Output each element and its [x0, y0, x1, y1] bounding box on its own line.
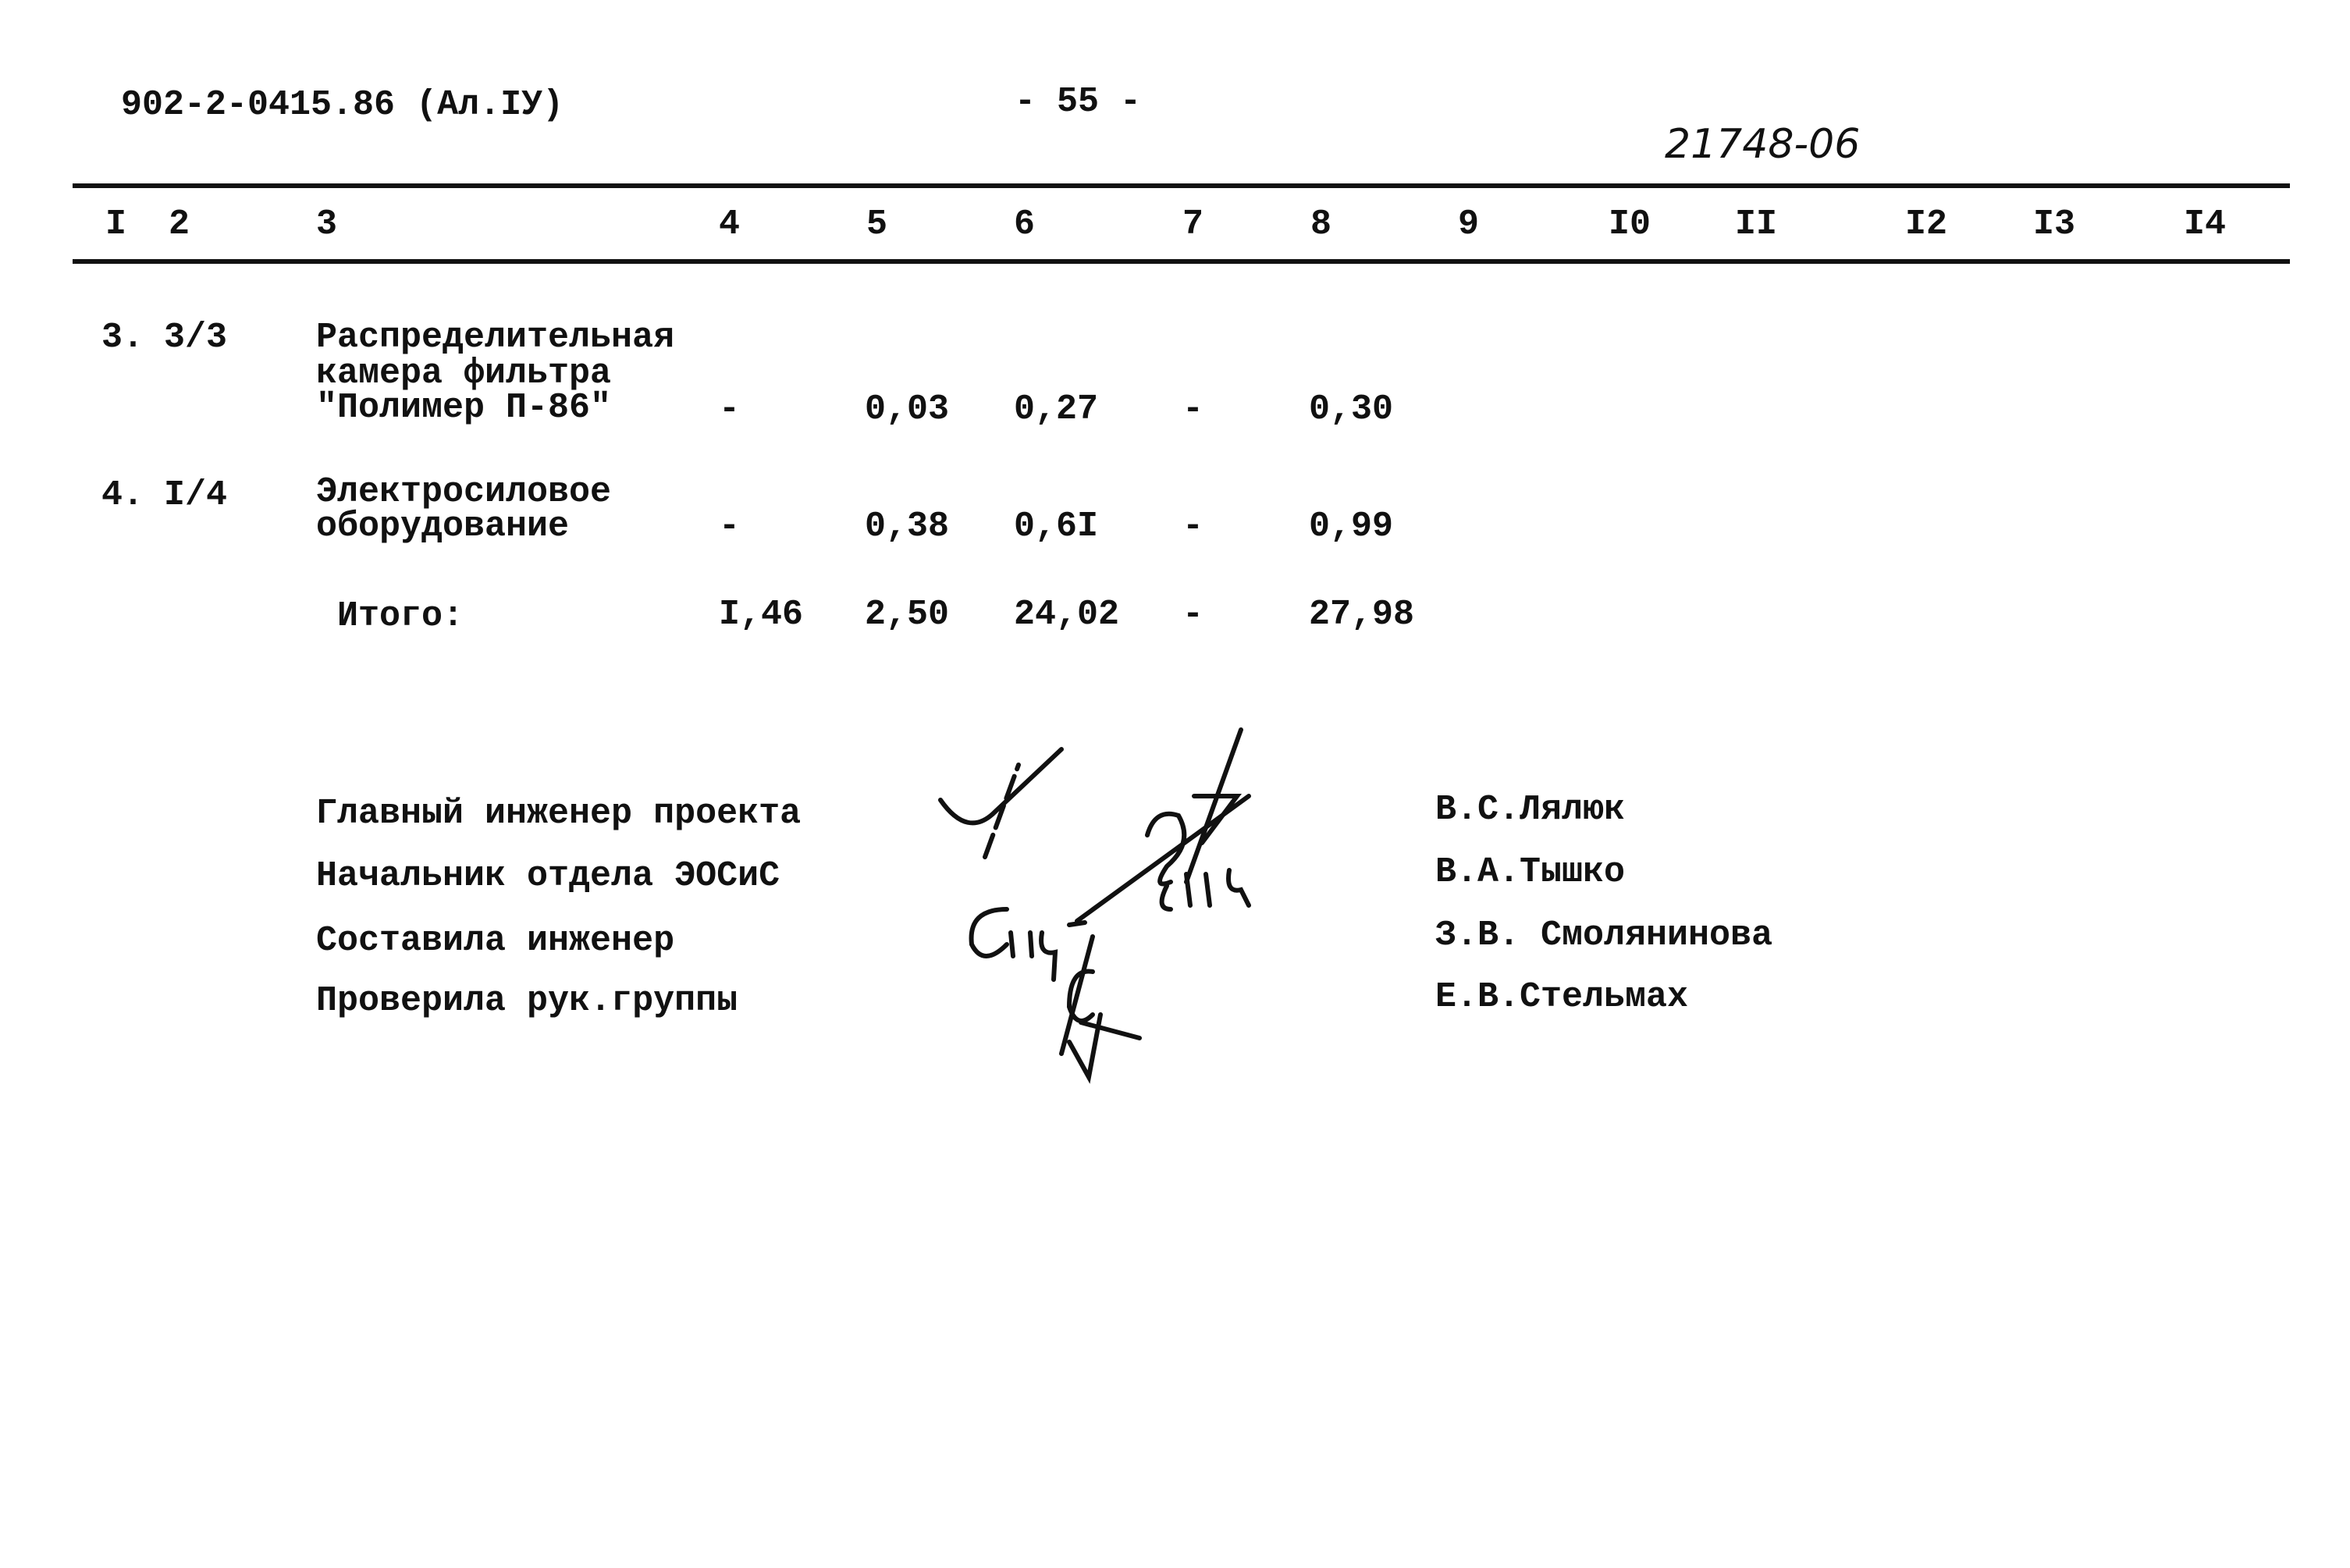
row-number: 3. — [101, 318, 144, 357]
cell-col8: 0,99 — [1309, 507, 1394, 546]
total-col5: 2,50 — [865, 595, 950, 635]
signer-name: В.С.Лялюк — [1435, 790, 1626, 830]
signer-name: Е.В.Стельмах — [1435, 977, 1689, 1017]
signer-name: В.А.Тышко — [1435, 852, 1626, 892]
column-header-14: I4 — [2184, 204, 2227, 244]
cell-col5: 0,03 — [865, 389, 950, 429]
total-col6: 24,02 — [1014, 595, 1120, 635]
table-top-rule — [73, 183, 2290, 188]
row-ref: I/4 — [164, 475, 228, 515]
cell-col7: - — [1182, 389, 1204, 429]
signer-name: З.В. Смолянинова — [1435, 916, 1773, 955]
total-col4: I,46 — [719, 595, 804, 635]
page-number: - 55 - — [1015, 82, 1142, 122]
row-name-line: оборудование — [316, 507, 570, 546]
signer-role: Главный инженер проекта — [316, 794, 802, 834]
column-header-9: 9 — [1458, 204, 1480, 244]
cell-col6: 0,27 — [1014, 389, 1099, 429]
row-name-line: камера фильтра — [316, 354, 612, 393]
total-col8: 27,98 — [1309, 595, 1415, 635]
column-header-4: 4 — [719, 204, 741, 244]
table-header-rule — [73, 259, 2290, 264]
cell-col7: - — [1182, 507, 1204, 546]
cell-col8: 0,30 — [1309, 389, 1394, 429]
total-col7: - — [1182, 595, 1204, 635]
handwritten-number: 21748-06 — [1665, 121, 1861, 168]
column-header-12: I2 — [1905, 204, 1948, 244]
cell-col6: 0,6I — [1014, 507, 1099, 546]
signer-role: Начальник отдела ЭОСиС — [316, 856, 780, 896]
total-label: Итого: — [337, 596, 464, 636]
cell-col4: - — [719, 507, 741, 546]
signer-role: Проверила рук.группы — [316, 981, 738, 1021]
row-name-line: Электросиловое — [316, 472, 612, 512]
column-header-13: I3 — [2033, 204, 2076, 244]
column-header-3: 3 — [316, 204, 338, 244]
column-header-5: 5 — [866, 204, 888, 244]
row-name-line: "Полимер П-86" — [316, 388, 612, 428]
column-header-2: 2 — [169, 204, 190, 244]
column-header-7: 7 — [1182, 204, 1204, 244]
column-header-11: II — [1735, 204, 1778, 244]
column-header-10: I0 — [1609, 204, 1651, 244]
cell-col4: - — [719, 389, 741, 429]
row-number: 4. — [101, 475, 144, 515]
column-header-1: I — [105, 204, 127, 244]
column-header-6: 6 — [1014, 204, 1036, 244]
row-name-line: Распределительная — [316, 318, 675, 357]
row-ref: 3/3 — [164, 318, 228, 357]
cell-col5: 0,38 — [865, 507, 950, 546]
doc-code: 902-2-0415.86 (Ал.IУ) — [121, 85, 564, 125]
column-header-8: 8 — [1310, 204, 1332, 244]
signer-role: Составила инженер — [316, 921, 675, 961]
